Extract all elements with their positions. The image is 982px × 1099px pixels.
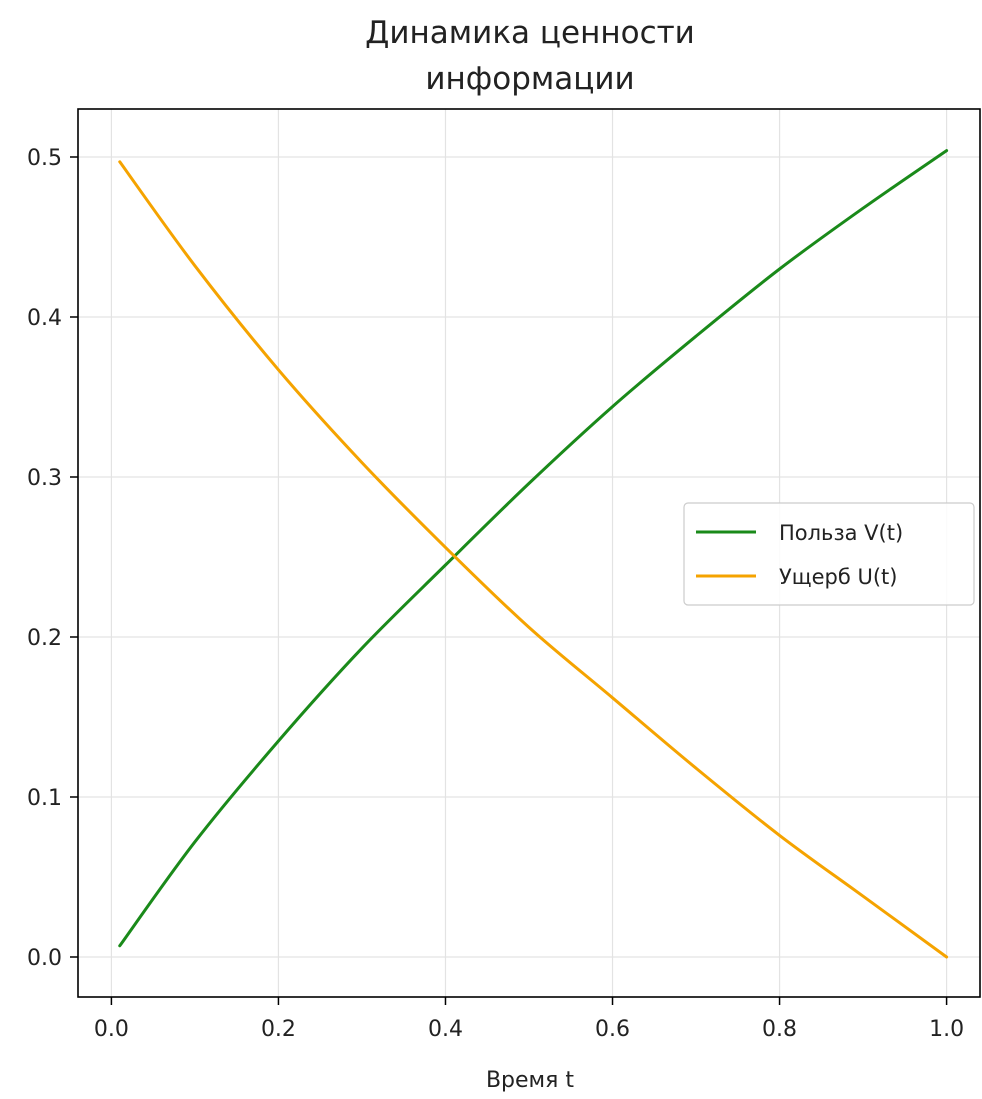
- y-tick-label: 0.2: [27, 626, 62, 651]
- x-tick-label: 0.4: [428, 1017, 463, 1042]
- chart-title-line-1: Динамика ценности: [365, 15, 695, 51]
- x-axis-label: Время t: [486, 1068, 574, 1093]
- y-tick-label: 0.1: [27, 786, 62, 811]
- x-axis-ticks: 0.0 0.2 0.4 0.6 0.8 1.0: [94, 997, 964, 1042]
- series-line-damage: [118, 160, 949, 959]
- x-tick-label: 0.2: [261, 1017, 296, 1042]
- y-tick-label: 0.0: [27, 946, 62, 971]
- series-lines: [118, 149, 949, 959]
- y-tick-label: 0.3: [27, 466, 62, 491]
- chart-title: Динамика ценности информации: [365, 15, 695, 97]
- y-axis-ticks: 0.0 0.1 0.2 0.3 0.4 0.5: [27, 146, 78, 971]
- x-tick-label: 1.0: [929, 1017, 964, 1042]
- legend-label-damage: Ущерб U(t): [779, 565, 897, 589]
- series-line-benefit: [118, 149, 949, 948]
- x-tick-label: 0.6: [595, 1017, 630, 1042]
- legend-label-benefit: Польза V(t): [779, 521, 903, 545]
- x-tick-label: 0.8: [762, 1017, 797, 1042]
- plot-frame: [77, 108, 981, 998]
- x-tick-label: 0.0: [94, 1017, 129, 1042]
- chart-title-line-2: информации: [425, 61, 634, 97]
- y-tick-label: 0.4: [27, 306, 62, 331]
- legend: Польза V(t) Ущерб U(t): [683, 502, 975, 606]
- legend-box: [683, 502, 975, 606]
- y-tick-label: 0.5: [27, 146, 62, 171]
